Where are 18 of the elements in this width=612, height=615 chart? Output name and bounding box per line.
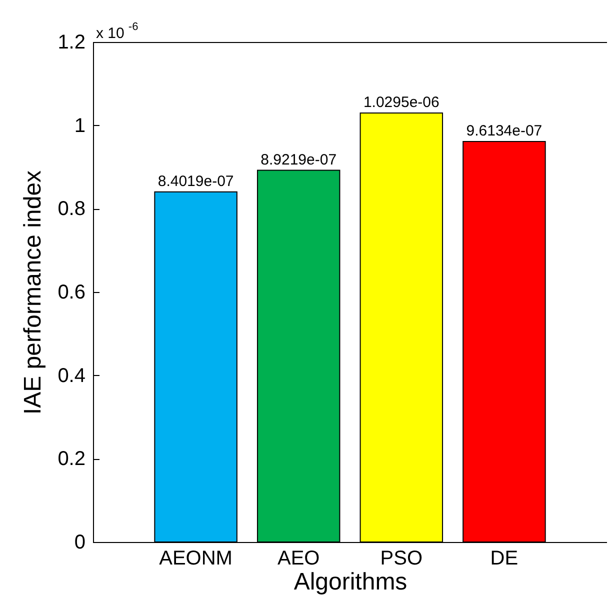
y-tick-label: 1 bbox=[74, 114, 86, 137]
y-tick-label: 0.2 bbox=[58, 448, 86, 470]
y-tick-label: 0 bbox=[74, 532, 86, 554]
text: x 10-6 bbox=[96, 21, 138, 42]
y-tick-label: 0.6 bbox=[58, 282, 86, 304]
annotation: 9.6134e-07 bbox=[466, 122, 542, 140]
x-tick-label: PSO bbox=[380, 548, 423, 570]
y-axis-title: IAE performance index bbox=[20, 170, 47, 415]
annotation: 1.0295e-06 bbox=[363, 94, 440, 112]
annotation: 8.4019e-07 bbox=[158, 172, 234, 190]
y-tick-label: 0.8 bbox=[58, 198, 86, 220]
y-tick-label: 1.2 bbox=[58, 32, 86, 54]
x-axis-title: Algorithms bbox=[294, 568, 408, 596]
x-tick-label: DE bbox=[490, 548, 518, 570]
y-tick-label: 0.4 bbox=[58, 364, 86, 387]
x-tick-label: AEONM bbox=[159, 548, 232, 570]
x-tick-label: AEO bbox=[277, 548, 320, 570]
annotation: 8.9219e-07 bbox=[260, 151, 337, 168]
